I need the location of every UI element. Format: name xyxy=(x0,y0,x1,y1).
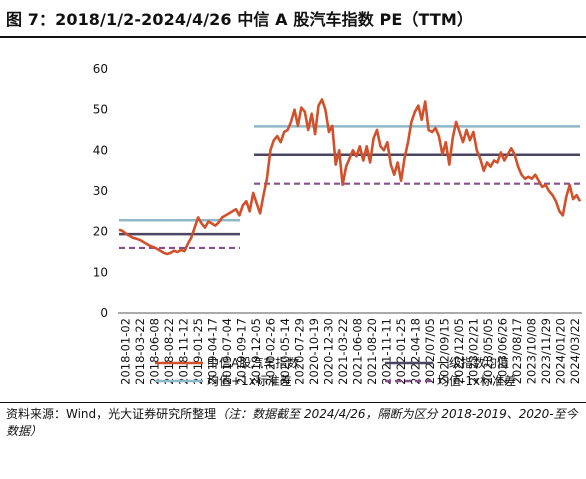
x-tick-label: 2023/02/21 xyxy=(466,318,480,384)
footer-divider xyxy=(0,402,586,403)
index-pe-line xyxy=(118,98,582,256)
x-tick-label: 2022/07/05 xyxy=(423,318,437,384)
reference-lines xyxy=(119,125,580,250)
x-tick-label: 2020-12-30 xyxy=(321,318,335,385)
x-tick-label: 2023/06/26 xyxy=(495,318,509,384)
x-tick-label: 2019-07-04 xyxy=(220,318,234,385)
footnote-text: （注：数据截至 2024/4/26，隔断为区分 2018-2019、2020-至… xyxy=(6,407,578,438)
x-tick-label: 2022-01-25 xyxy=(394,318,408,385)
x-tick-label: 2021-06-08 xyxy=(350,318,364,385)
x-tick-label: 2020-05-14 xyxy=(278,318,292,385)
x-tick-label: 2018-01-02 xyxy=(118,318,132,385)
source-text: 资料来源：Wind，光大证券研究所整理 xyxy=(6,407,217,421)
legend-index-label: 中信A股汽车指数 xyxy=(207,355,299,370)
legend-mean-label: 一级指数均值 xyxy=(437,355,509,370)
x-tick-label: 2023/05/05 xyxy=(481,318,495,384)
y-tick-label: 50 xyxy=(93,103,108,117)
x-tick-label: 2023/08/17 xyxy=(510,318,524,384)
series-layer xyxy=(118,98,582,256)
x-tick-label: 2019-12-05 xyxy=(249,318,263,385)
x-tick-label: 2024/03/22 xyxy=(568,318,582,384)
x-tick-label: 2024/01/20 xyxy=(553,318,567,384)
x-tick-label: 2018-06-08 xyxy=(147,318,161,385)
x-tick-label: 2018-08-22 xyxy=(162,318,176,385)
y-tick-label: 20 xyxy=(93,225,108,239)
legend-plus-1sd-label: 均值+1x标准差 xyxy=(207,373,292,388)
x-tick-label: 2021-11-11 xyxy=(379,318,393,385)
x-tick-label: 2019-04-17 xyxy=(205,318,219,385)
x-tick-label: 2022/12/05 xyxy=(452,318,466,384)
y-tick-label: 10 xyxy=(93,265,108,279)
x-tick-label: 2020-02-26 xyxy=(263,318,277,385)
x-tick-label: 2022/09/15 xyxy=(437,318,451,384)
x-tick-label: 2021-08-20 xyxy=(365,318,379,385)
x-tick-label: 2018-03-22 xyxy=(133,318,147,385)
x-tick-label: 2020-10-19 xyxy=(307,318,321,385)
y-axis: 0 10 20 30 40 50 60 xyxy=(93,62,108,320)
y-tick-label: 30 xyxy=(93,184,108,198)
x-tick-label: 2018-11-12 xyxy=(176,318,190,385)
x-tick-label: 2019-09-17 xyxy=(234,318,248,385)
x-axis: 2018-01-02 2018-03-22 2018-06-08 2018-08-22… xyxy=(118,312,582,385)
title-divider xyxy=(0,36,586,38)
x-tick-label: 2023/10/08 xyxy=(524,318,538,384)
source-note: 资料来源：Wind，光大证券研究所整理（注：数据截至 2024/4/26，隔断为… xyxy=(6,406,582,440)
y-tick-label: 40 xyxy=(93,143,108,157)
y-tick-label: 0 xyxy=(100,306,108,320)
x-tick-label: 2019-01-25 xyxy=(191,318,205,385)
x-tick-label: 2021-03-22 xyxy=(336,318,350,385)
x-tick-label: 2020-07-29 xyxy=(292,318,306,385)
chart-title: 图 7：2018/1/2-2024/4/26 中信 A 股汽车指数 PE（TTM… xyxy=(6,10,473,29)
y-tick-label: 60 xyxy=(93,62,108,76)
legend-minus-1sd-label: 均值-1x标准差 xyxy=(437,373,516,388)
x-tick-label: 2023/11/29 xyxy=(539,318,553,384)
x-tick-label: 2022-04-18 xyxy=(408,318,422,385)
